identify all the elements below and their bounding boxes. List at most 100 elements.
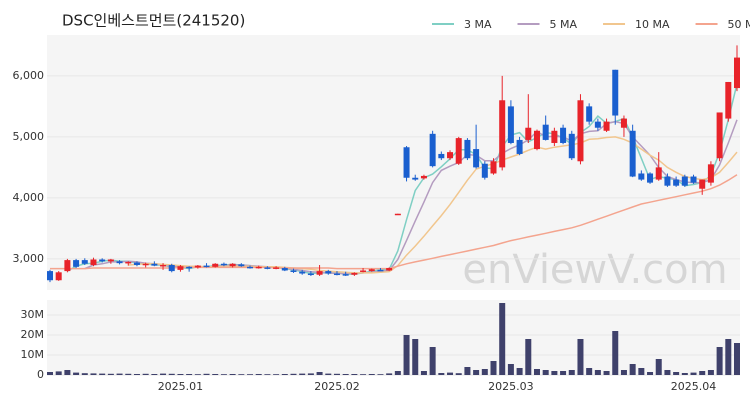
volume-bar [186,374,193,375]
volume-bar [247,374,254,375]
candle-body [186,266,193,269]
candle-body [499,100,506,168]
candle-body [81,260,88,264]
candle-body [577,100,584,162]
y-tick-label: 20M [21,328,45,341]
volume-bar [125,373,132,375]
volume-bar [681,373,688,375]
volume-bar [725,339,732,375]
candle-body [290,270,297,272]
y-tick-label: 5,000 [13,130,45,143]
volume-bar [368,374,375,375]
volume-bar [351,374,358,375]
volume-bar [177,374,184,375]
candle-body [73,260,80,267]
ma-line [50,174,738,270]
candle-body [212,263,219,267]
volume-bar [81,373,88,375]
volume-panel [47,300,740,375]
legend-label: 3 MA [464,18,492,31]
candle-body [490,161,497,174]
candle-body [325,271,332,274]
y-tick-label: 0 [37,368,44,381]
candle-body [90,259,97,265]
volume-bar [664,370,671,375]
volume-bar [647,372,654,375]
volume-bar [212,374,219,375]
candle-body [473,149,480,168]
y-tick-label: 3,000 [13,252,45,265]
volume-bar [560,371,567,375]
volume-bar [707,370,714,375]
candle-body [125,261,132,264]
candle-body [664,176,671,186]
volume-bar [620,370,627,375]
volume-bar [107,373,114,375]
candle-body [673,179,680,186]
volume-bar [429,347,436,375]
volume-bar [507,364,514,375]
volume-bar [594,370,601,375]
candle-body [681,176,688,186]
volume-bar [273,374,280,375]
candle-body [64,260,71,272]
candle-body [594,121,601,128]
volume-bar [264,374,271,375]
candle-body [229,263,236,267]
volume-bar [64,370,71,375]
candle-body [516,139,523,154]
candle-body [238,264,245,267]
volume-bar [673,372,680,375]
candle-body [542,124,549,140]
volume-bar [533,369,540,375]
volume-bar [629,364,636,375]
candle-body [464,139,471,159]
volume-bar [568,370,575,375]
candle-body [342,274,349,276]
candle-body [603,121,610,131]
candle-body [255,266,262,269]
volume-bar [168,373,175,375]
candle-body [438,153,445,159]
candle-body [142,263,149,266]
candle-body [368,269,375,272]
volume-bar [447,372,454,375]
volume-bar [586,368,593,375]
legend-label: 10 MA [635,18,670,31]
candle-body [412,177,419,180]
candle-body [151,263,158,266]
chart-title: DSC인베스트먼트(241520) [62,12,245,30]
candle-body [690,176,697,183]
volume-bar [290,373,297,375]
volume-bar [542,370,549,375]
candle-body [307,273,314,276]
candle-body [707,164,714,183]
candle-body [551,130,558,143]
volume-bar [194,374,201,375]
candle-body [160,264,167,267]
candle-body [360,270,367,272]
volume-bar [73,372,80,375]
candle-body [586,106,593,122]
volume-bar [716,347,723,375]
y-tick-label: 4,000 [13,191,45,204]
volume-bar [438,373,445,375]
candle-body [716,112,723,159]
volume-bar [638,368,645,375]
candle-body [533,130,540,150]
volume-bar [690,372,697,375]
watermark: enViewV.com [462,247,727,293]
x-tick-label: 2025.03 [488,380,534,393]
volume-bar [333,373,340,375]
candle-body [220,263,227,266]
volume-bar [551,371,558,375]
volume-bar [386,373,393,375]
volume-bar [203,373,210,375]
legend-label: 5 MA [550,18,578,31]
volume-bar [281,374,288,375]
volume-bar [299,373,306,375]
volume-bar [47,372,53,375]
volume-bar [473,370,480,375]
volume-bar [603,371,610,375]
volume-bar [734,343,740,375]
